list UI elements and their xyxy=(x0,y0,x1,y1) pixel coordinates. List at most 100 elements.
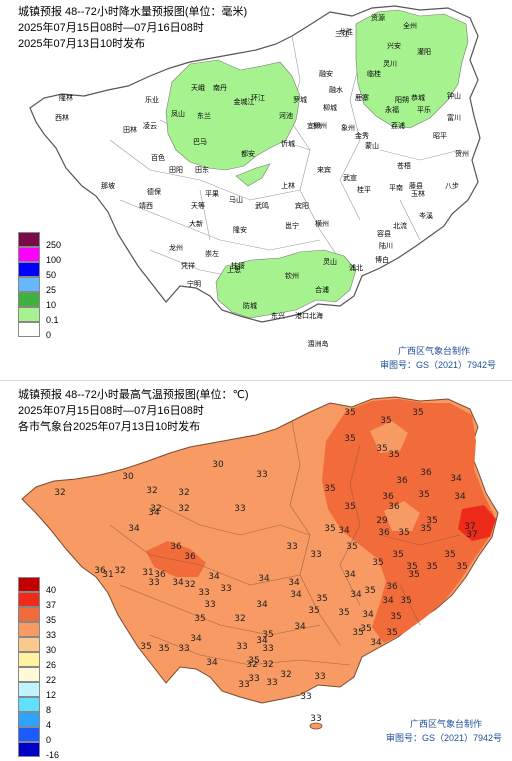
temperature-value: 34 xyxy=(362,610,374,620)
rain-city-label: 武宣 xyxy=(343,173,357,182)
temperature-value: 34 xyxy=(370,638,382,648)
temperature-value: 32 xyxy=(54,488,65,498)
rain-city-label: 宁明 xyxy=(187,279,201,288)
rain-city-label: 涠洲岛 xyxy=(308,339,329,348)
temperature-value: 35 xyxy=(364,586,375,596)
temp-37-areas xyxy=(458,505,496,541)
rain-city-label: 平南 xyxy=(389,183,403,192)
rain-city-label: 荔浦 xyxy=(391,121,405,130)
rain-city-label: 昭平 xyxy=(433,132,447,140)
island-weizhou xyxy=(309,722,323,730)
temperature-value: 34 xyxy=(258,574,270,584)
temp-footer-map-number: 审图号：GS（2021）7942号 xyxy=(386,733,503,743)
rain-city-label: 兴安 xyxy=(387,41,401,50)
temperature-value: 36 xyxy=(378,528,390,538)
temperature-value: 32 xyxy=(178,488,189,498)
temperature-value: 33 xyxy=(198,588,209,598)
rain-legend-label: 25 xyxy=(46,285,57,295)
rain-city-label: 岑溪 xyxy=(419,211,433,220)
temp-legend-label: 37 xyxy=(46,600,57,610)
temperature-value: 36 xyxy=(388,502,400,512)
temperature-value: 36 xyxy=(94,566,106,576)
temperature-value: 34 xyxy=(344,570,356,580)
rain-city-label: 南丹 xyxy=(213,83,227,92)
temperature-value: 35 xyxy=(308,606,319,616)
rain-legend-label: 10 xyxy=(46,300,57,310)
temp-33-inner-areas xyxy=(370,421,420,531)
temperature-value: 34 xyxy=(256,600,268,610)
rain-city-label: 田林 xyxy=(123,125,137,134)
temperature-value: 35 xyxy=(372,558,383,568)
temperature-value: 35 xyxy=(158,644,169,654)
rain-city-label: 田阳 xyxy=(169,165,183,174)
temp-legend-label: 33 xyxy=(46,630,57,640)
rain-city-label: 平乐 xyxy=(417,105,431,114)
temperature-value: 35 xyxy=(400,596,411,606)
rain-city-label: 那坡 xyxy=(101,181,115,190)
temperature-value: 35 xyxy=(248,656,259,666)
temperature-value: 32 xyxy=(246,660,257,670)
temperature-value: 36 xyxy=(184,552,196,562)
temp-legend-swatch xyxy=(18,652,40,667)
temperature-value: 33 xyxy=(314,672,325,682)
rain-city-label: 河池 xyxy=(279,111,293,120)
temperature-value: 35 xyxy=(408,570,419,580)
rain-city-label: 环江 xyxy=(251,94,265,102)
rain-city-label: 北海 xyxy=(309,311,323,320)
temperature-value: 32 xyxy=(150,504,161,514)
temperature-value: 35 xyxy=(352,628,363,638)
rain-city-label: 隆安 xyxy=(233,225,247,234)
temperature-value: 33 xyxy=(178,644,189,654)
temperature-value: 33 xyxy=(238,680,249,690)
rain-city-label: 凤山 xyxy=(171,109,185,118)
temperature-value: 34 xyxy=(454,492,466,502)
rain-legend-label: 50 xyxy=(46,270,57,280)
rain-city-label: 钟山 xyxy=(447,91,461,100)
rain-footer-org: 广西区气象台制作 xyxy=(398,346,471,356)
rain-city-label: 浦北 xyxy=(349,263,363,272)
rain-city-label: 桂平 xyxy=(357,185,371,194)
temperature-value: 31 xyxy=(142,568,153,578)
temperature-value: 34 xyxy=(338,526,350,536)
rain-city-label: 天峨 xyxy=(191,83,205,92)
temp-legend-swatch xyxy=(18,742,40,757)
rain-city-label: 上思 xyxy=(227,265,241,274)
rain-city-label: 金秀 xyxy=(355,131,369,140)
temperature-value: 33 xyxy=(256,470,267,480)
rain-city-label: 靖西 xyxy=(139,201,153,210)
temperature-value: 34 xyxy=(288,578,300,588)
temp-legend-label: 26 xyxy=(46,660,57,670)
rain-city-label: 马山 xyxy=(229,195,243,204)
temp-map-title: 城镇预报 48--72小时最高气温预报图(单位：℃) xyxy=(18,389,249,401)
temperature-value: 33 xyxy=(234,504,245,514)
temp-legend-swatch xyxy=(18,637,40,652)
rain-city-label: 德保 xyxy=(147,187,161,196)
temperature-value: 34 xyxy=(450,474,462,484)
rain-city-label: 灵川 xyxy=(383,60,397,68)
temperature-value: 33 xyxy=(310,714,321,724)
temperature-value: 32 xyxy=(234,614,245,624)
temperature-value: 35 xyxy=(324,524,335,534)
rain-city-label: 临桂 xyxy=(367,69,381,78)
temp-legend-label: 0 xyxy=(46,735,52,745)
temperature-value: 35 xyxy=(346,542,357,552)
temperature-value: 35 xyxy=(418,490,429,500)
rain-city-label: 容县 xyxy=(377,229,391,238)
rain-city-label: 平果 xyxy=(205,190,219,198)
rain-city-label: 资源 xyxy=(371,13,385,22)
rain-city-label: 龙州 xyxy=(169,243,183,252)
rain-city-label: 巴马 xyxy=(193,138,207,146)
rain-legend-swatch xyxy=(18,322,40,337)
temperature-value: 33 xyxy=(266,678,277,688)
rain-map-title: 城镇预报 48--72小时降水量预报图(单位：毫米) xyxy=(18,6,248,18)
rain-city-label: 融安 xyxy=(319,69,333,78)
rain-city-label: 来宾 xyxy=(317,165,331,174)
rain-city-label: 合浦 xyxy=(315,285,329,294)
temp-legend-swatch xyxy=(18,682,40,697)
temperature-value: 35 xyxy=(386,628,397,638)
rain-city-label: 西林 xyxy=(55,113,69,122)
rain-city-label: 天等 xyxy=(191,201,205,210)
rain-city-label: 贺州 xyxy=(455,149,469,158)
rain-city-label: 富川 xyxy=(447,113,461,122)
